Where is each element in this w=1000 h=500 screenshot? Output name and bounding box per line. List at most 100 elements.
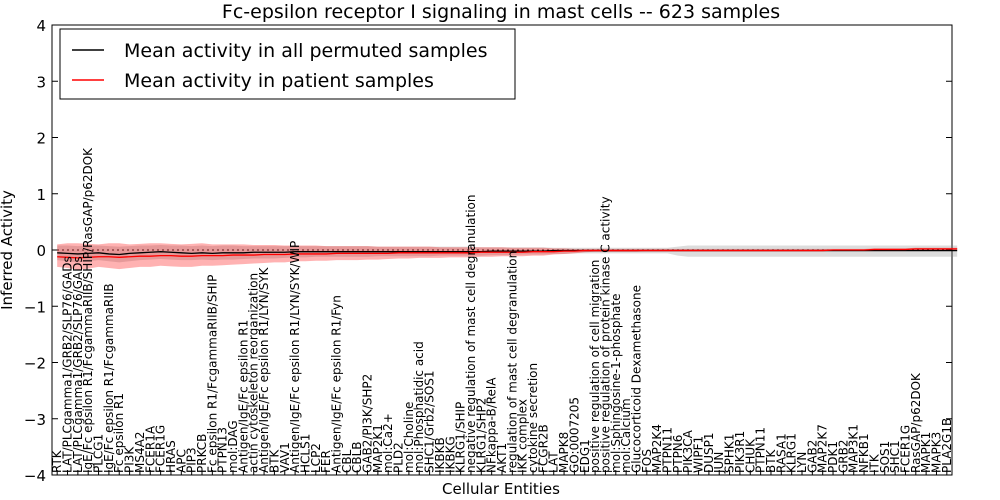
x-tick-label: SHC1/Grb2/SOS1	[423, 370, 437, 473]
band-permuted	[57, 244, 958, 263]
x-tick-label: CBL	[340, 449, 354, 473]
x-tick-label: PDK1	[826, 441, 840, 473]
x-tick-label: VAV1	[278, 442, 292, 473]
legend-label-permuted: Mean activity in all permuted samples	[124, 40, 487, 62]
x-tick-label: RASA1	[774, 433, 788, 473]
x-tick-label: Antigen/IgE/Fc epsilon R1/Fyn	[329, 295, 343, 473]
category-labels: RTKLAT/PLCgamma1/GRB2/SLP76/GADsLAT/PLCg…	[50, 147, 954, 475]
x-tick-label: RasGAP/p62DOK	[909, 372, 923, 473]
x-tick-label: FOS	[640, 449, 654, 473]
x-tick-label: Fc epsilon R1	[112, 393, 126, 473]
x-tick-label: LAT/PLCgamma1/GRB2/SLP76/GADs	[71, 256, 85, 473]
x-tick-label: PTPN11	[661, 427, 675, 473]
y-tick-label: −4	[24, 467, 46, 485]
x-tick-label: BTK	[764, 448, 778, 473]
x-tick-label: PIK3R1	[733, 431, 747, 473]
x-tick-label: CHUK	[743, 438, 757, 473]
x-tick-label: mol:Choline	[402, 402, 416, 473]
y-tick-label: 2	[36, 130, 46, 148]
x-tick-label: FCER1G	[154, 425, 168, 473]
x-tick-label: MAP3K1	[847, 424, 861, 473]
x-tick-label: IgE/Fc epsilon R1/FcgammaRIIB	[102, 283, 116, 473]
y-tick-label: 1	[36, 186, 46, 204]
x-tick-label: PLA2G1B	[940, 418, 954, 473]
x-tick-label: IKBKG	[443, 436, 457, 473]
x-tick-label: mol:Sphingosine-1-phosphate	[609, 294, 623, 474]
y-axis-label: Inferred Activity	[0, 190, 16, 310]
x-tick-label: PLD2	[392, 442, 406, 473]
series-lines	[57, 248, 958, 259]
x-tick-label: LAT	[547, 451, 561, 473]
y-tick-label: −1	[24, 298, 46, 316]
x-tick-label: KLRG1/SHIP	[454, 402, 468, 473]
x-tick-label: PTPN11	[754, 427, 768, 473]
x-tick-label: MS4A2	[133, 432, 147, 473]
x-tick-label: MAPK8	[557, 432, 571, 473]
x-tick-label: regulation of mast cell degranulation	[505, 251, 519, 473]
legend-box	[59, 28, 516, 100]
x-tick-label: positive regulation of cell migration	[588, 260, 602, 473]
x-tick-label: PIK3CA	[681, 429, 695, 473]
x-tick-label: MAP2K7	[816, 424, 830, 473]
x-tick-label: APC	[174, 449, 188, 473]
x-tick-label: actin cytoskeleton reorganization	[247, 273, 261, 473]
y-tick-label: 4	[36, 17, 46, 35]
x-tick-label: PI3K	[123, 446, 137, 473]
x-tick-label: LCP2	[309, 443, 323, 473]
legend-label-patient: Mean activity in patient samples	[124, 70, 434, 92]
x-tick-label: NFkappa-B/RelA	[485, 377, 499, 473]
x-tick-label: SHC1	[888, 440, 902, 473]
x-tick-label: KLRG1	[785, 433, 799, 473]
x-tick-label: CBLB	[350, 441, 364, 473]
x-tick-label: FER	[319, 450, 333, 473]
x-tick-label: AKT1	[495, 443, 509, 473]
x-tick-label: GAB2/PI3K/SHP2	[361, 374, 375, 473]
x-tick-label: IKBKB	[433, 437, 447, 473]
x-tick-label: Fc epsilon R1/FcgammaRIIB/SHIP	[205, 275, 219, 473]
x-tick-label: mol:DAG	[226, 420, 240, 473]
x-tick-label: Glucocorticoid Dexamethasone	[629, 285, 643, 473]
x-tick-label: HRAS	[164, 440, 178, 473]
x-tick-label: HCLS1	[298, 434, 312, 473]
x-tick-label: FCGR2B	[536, 424, 550, 473]
x-tick-label: positive regulation of protein kinase C …	[598, 196, 612, 473]
x-tick-label: PRKCB	[195, 434, 209, 473]
x-tick-label: PTPN13	[216, 427, 230, 473]
x-tick-label: cytokine secretion	[526, 363, 540, 473]
x-tick-label: negative regulation of mast cell degranu…	[464, 194, 478, 473]
x-tick-label: GAB2	[805, 440, 819, 473]
x-tick-label: FCER1G	[898, 425, 912, 473]
x-tick-label: GO:0007205	[567, 397, 581, 473]
x-tick-label: SPHK1	[723, 434, 737, 473]
x-tick-label: PTPN6	[671, 435, 685, 473]
band-patient	[57, 243, 958, 270]
x-tick-label: BTK	[267, 448, 281, 473]
x-tick-label: IKK complex	[516, 399, 530, 473]
x-tick-label: DUSP1	[702, 432, 716, 473]
x-tick-label: IgE/Fc epsilon R1/FcgammaRIIB/SHIP/RasGA…	[81, 147, 95, 473]
chart-title: Fc-epsilon receptor I signaling in mast …	[222, 1, 780, 23]
y-tick-label: 0	[36, 242, 46, 260]
x-tick-label: PIP3	[185, 447, 199, 473]
x-tick-label: KLRG1/SHP2	[474, 398, 488, 473]
y-tick-label: −2	[24, 355, 46, 373]
y-tick-label: −3	[24, 411, 46, 429]
x-tick-label: Antigen/IgE/Fc epsilon R1/LYN/SYK/WIP	[288, 241, 302, 473]
x-tick-label: WIPF1	[692, 436, 706, 473]
x-tick-label: EDG1	[578, 439, 592, 473]
x-tick-label: PLCG1	[92, 434, 106, 473]
confidence-bands	[57, 243, 958, 270]
x-tick-label: RTK	[50, 449, 64, 473]
x-tick-label: MAPK1	[919, 432, 933, 473]
x-tick-label: NFKB1	[857, 433, 871, 473]
x-tick-label: JUN	[712, 452, 726, 474]
x-tick-label: mol:Calcium	[619, 398, 633, 473]
x-tick-label: ITK	[867, 453, 881, 473]
x-tick-label: Antigen/IgE/Fc epsilon R1/LYN/SYK	[257, 266, 271, 473]
y-tick-label: 3	[36, 73, 46, 91]
x-tick-label: mol:Phosphatidic acid	[412, 341, 426, 473]
x-axis-label: Cellular Entities	[442, 480, 560, 498]
x-tick-label: SOS1	[878, 441, 892, 473]
x-tick-label: LAT/PLCgamma1/GRB2/SLP76/GADs	[61, 256, 75, 473]
